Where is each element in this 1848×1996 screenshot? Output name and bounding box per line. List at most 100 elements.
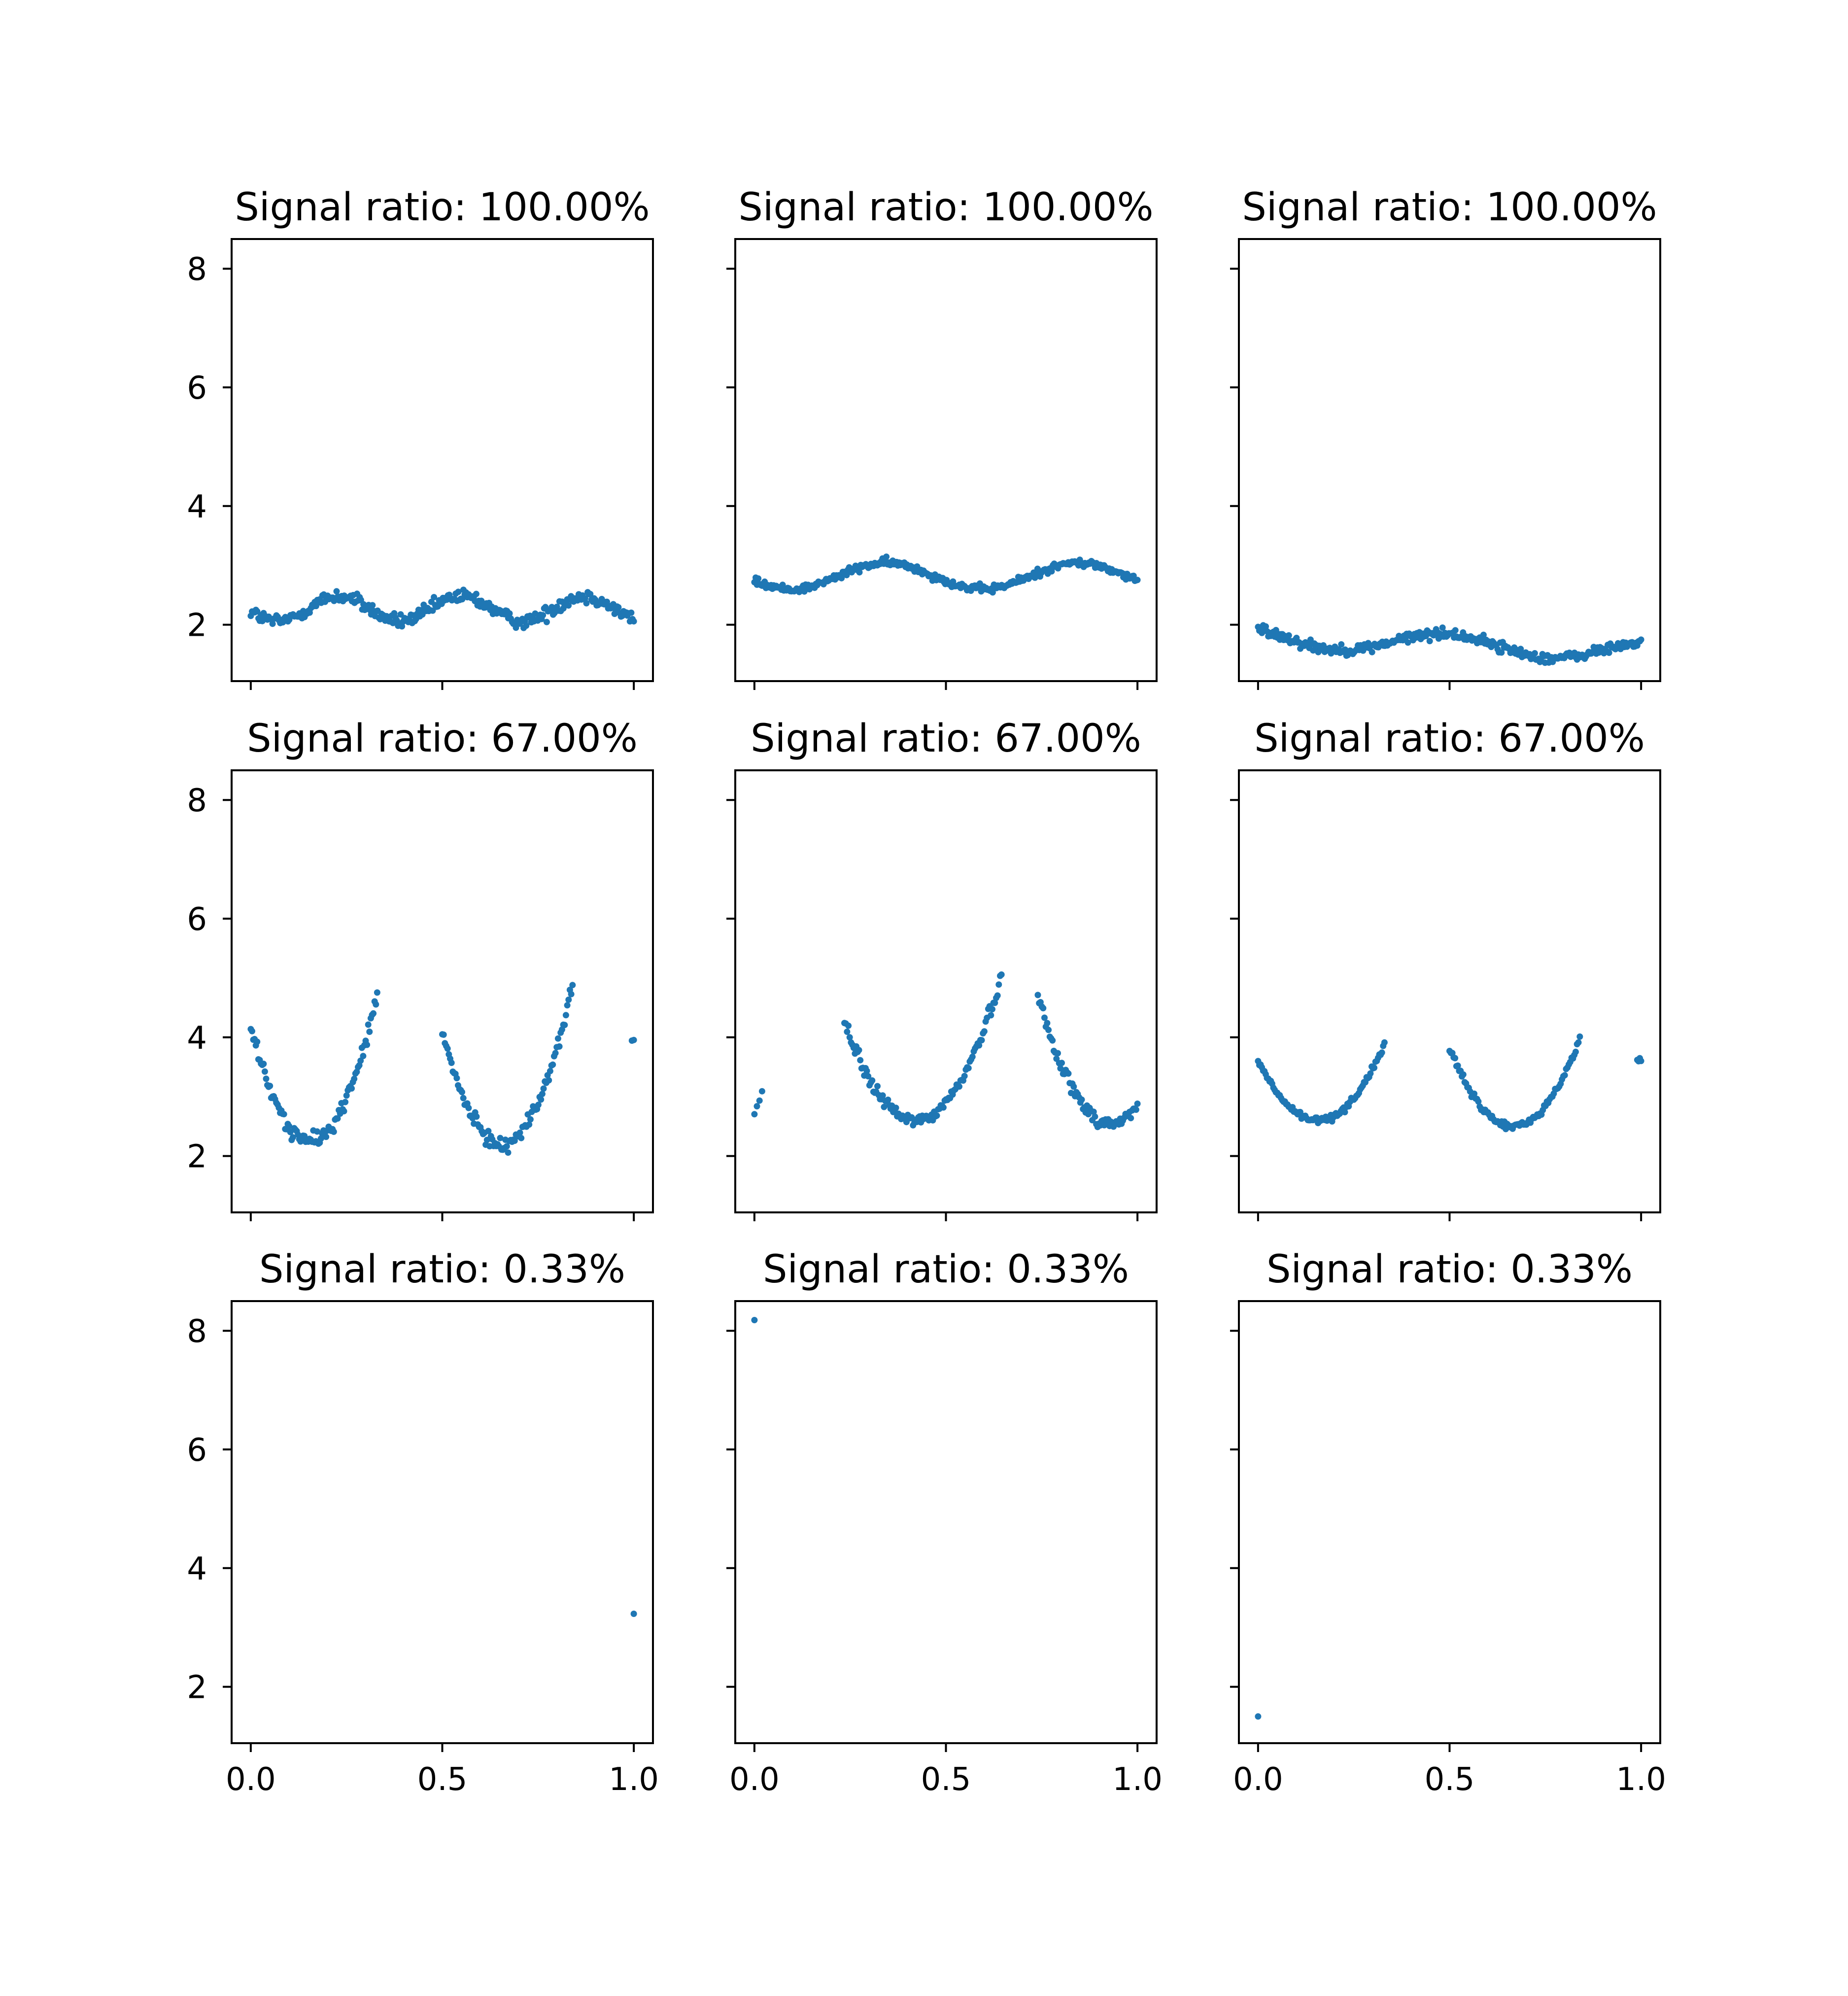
scatter-point xyxy=(485,1128,492,1135)
scatter-point xyxy=(1070,1083,1077,1090)
scatter-point xyxy=(1475,1098,1482,1105)
scatter-point xyxy=(846,1034,853,1041)
y-tick-label: 6 xyxy=(187,1432,207,1469)
x-tick-label: 0.5 xyxy=(921,1761,971,1798)
scatter-point xyxy=(989,1006,995,1013)
scatter-point xyxy=(505,1149,512,1156)
scatter-point xyxy=(549,1061,556,1068)
scatter-series xyxy=(1255,622,1644,666)
scatter-point xyxy=(1471,1090,1478,1097)
scatter-point xyxy=(455,588,462,595)
scatter-point xyxy=(630,1036,637,1043)
scatter-point xyxy=(460,1095,467,1101)
scatter-point xyxy=(844,1029,851,1035)
scatter-point xyxy=(856,569,863,576)
scatter-point xyxy=(1134,577,1141,584)
scatter-point xyxy=(885,1097,891,1103)
scatter-point xyxy=(874,1083,881,1090)
scatter-point xyxy=(357,1057,364,1064)
scatter-point xyxy=(857,1057,864,1064)
scatter-point xyxy=(995,981,1002,988)
scatter-point xyxy=(1606,650,1612,656)
scatter-point xyxy=(539,1091,546,1098)
x-tick-label: 0.0 xyxy=(1233,1761,1283,1798)
scatter-point xyxy=(564,1002,571,1009)
subplot-title: Signal ratio: 100.00% xyxy=(235,185,650,230)
subplot-title: Signal ratio: 100.00% xyxy=(1242,185,1657,230)
scatter-point xyxy=(569,982,576,989)
scatter-point xyxy=(540,1085,547,1092)
scatter-point xyxy=(1065,1070,1072,1077)
scatter-point xyxy=(883,553,890,560)
scatter-point xyxy=(961,1072,968,1079)
y-tick-label: 4 xyxy=(187,1551,207,1587)
scatter-point xyxy=(473,1113,480,1120)
scatter-point xyxy=(630,1611,637,1617)
scatter-point xyxy=(992,999,998,1006)
scatter-point xyxy=(558,1026,565,1033)
scatter-point xyxy=(1128,1115,1134,1122)
scatter-point xyxy=(374,989,380,996)
scatter-point xyxy=(342,1099,349,1105)
x-tick-label: 1.0 xyxy=(609,1761,659,1798)
scatter-point xyxy=(615,604,622,611)
scatter-point xyxy=(856,1047,862,1054)
y-tick-label: 2 xyxy=(187,608,207,644)
scatter-point xyxy=(1454,1062,1461,1069)
scatter-point xyxy=(587,590,594,597)
y-tick-label: 6 xyxy=(187,901,207,938)
scatter-point xyxy=(1041,1014,1048,1021)
subplot-title: Signal ratio: 100.00% xyxy=(738,185,1153,230)
scatter-point xyxy=(892,1104,899,1111)
scatter-point xyxy=(440,1031,447,1038)
scatter-point xyxy=(1255,1713,1262,1720)
scatter-point xyxy=(1531,650,1538,656)
scatter-point xyxy=(1049,1037,1056,1044)
scatter-point xyxy=(1404,639,1411,646)
scatter-point xyxy=(473,590,479,597)
scatter-point xyxy=(341,1108,347,1115)
scatter-point xyxy=(976,1042,983,1049)
scatter-point xyxy=(513,624,519,631)
y-tick-label: 4 xyxy=(187,489,207,525)
scatter-point xyxy=(1059,1060,1065,1067)
scatter-point xyxy=(1498,649,1505,656)
scatter-point xyxy=(366,1029,373,1035)
subplot-1-3: Signal ratio: 100.00% xyxy=(1230,185,1661,690)
scatter-point xyxy=(1378,1049,1385,1056)
scatter-point xyxy=(1338,641,1345,648)
scatter-point xyxy=(865,1073,872,1080)
scatter-point xyxy=(978,1037,985,1044)
scatter-point xyxy=(881,1103,888,1110)
scatter-series xyxy=(247,982,637,1156)
subplot-title: Signal ratio: 0.33% xyxy=(1266,1247,1633,1292)
scatter-point xyxy=(1460,1071,1467,1078)
scatter-point xyxy=(1048,568,1055,575)
x-tick-label: 0.0 xyxy=(226,1761,276,1798)
scatter-point xyxy=(334,1115,341,1122)
scatter-point xyxy=(1044,1020,1051,1027)
scatter-series xyxy=(1255,1033,1644,1133)
scatter-series xyxy=(1255,1713,1262,1720)
scatter-point xyxy=(956,1083,962,1090)
y-tick-label: 6 xyxy=(187,370,207,407)
scatter-point xyxy=(1057,1065,1064,1072)
scatter-point xyxy=(1285,632,1292,639)
scatter-point xyxy=(756,1097,763,1104)
scatter-point xyxy=(526,1121,533,1128)
subplot-3-1: Signal ratio: 0.33% 0.0 0.5 1.0 2 4 6 8 xyxy=(187,1247,659,1798)
subplot-2-1: Signal ratio: 67.00% 2 4 6 8 xyxy=(187,717,654,1221)
scatter-point xyxy=(1341,1109,1348,1116)
scatter-point xyxy=(453,1075,460,1082)
scatter-point xyxy=(444,1045,451,1052)
subplot-title: Signal ratio: 0.33% xyxy=(763,1247,1129,1292)
scatter-point xyxy=(547,1067,553,1074)
scatter-point xyxy=(801,588,808,595)
scatter-point xyxy=(562,1012,569,1019)
scatter-point xyxy=(994,992,1001,999)
scatter-point xyxy=(1132,1106,1139,1113)
scatter-point xyxy=(369,602,376,609)
scatter-point xyxy=(1078,1096,1085,1103)
scatter-point xyxy=(314,1128,321,1135)
